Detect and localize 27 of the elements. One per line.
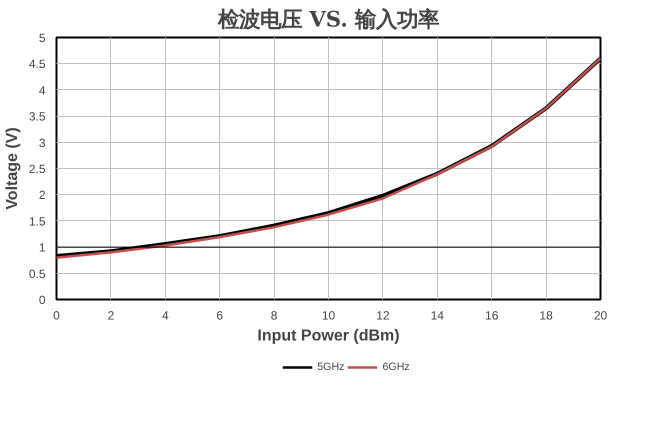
x-tick-label: 20 <box>594 308 608 322</box>
legend-label: 5GHz <box>317 361 344 373</box>
y-tick-label: 2 <box>38 188 46 202</box>
y-axis-title: Voltage (V) <box>4 127 21 210</box>
x-tick-label: 16 <box>485 308 499 322</box>
x-tick-label: 6 <box>216 308 224 322</box>
x-tick-label: 12 <box>376 308 390 322</box>
x-tick-label: 4 <box>162 308 169 322</box>
legend-label: 6GHz <box>382 361 410 373</box>
y-tick-label: 5 <box>38 31 46 45</box>
y-tick-label: 3 <box>38 136 46 150</box>
x-tick-label: 14 <box>430 308 444 322</box>
y-tick-label: 0 <box>38 293 46 307</box>
x-tick-label: 18 <box>539 308 554 322</box>
chart-title: 检波电压 VS. 输入功率 <box>216 8 440 32</box>
y-tick-label: 4 <box>38 83 46 98</box>
y-tick-label: 1.5 <box>28 214 46 228</box>
y-tick-label: 0.5 <box>28 266 46 281</box>
y-tick-label: 3.5 <box>28 110 46 124</box>
y-tick-label: 2.5 <box>28 162 46 176</box>
y-tick-label: 1 <box>38 240 46 255</box>
x-tick-label: 2 <box>108 308 115 322</box>
x-tick-label: 8 <box>270 308 278 322</box>
x-axis-title: Input Power (dBm) <box>257 328 400 344</box>
x-tick-label: 0 <box>53 308 60 322</box>
y-tick-label: 4.5 <box>28 57 46 72</box>
x-tick-label: 10 <box>322 308 336 322</box>
